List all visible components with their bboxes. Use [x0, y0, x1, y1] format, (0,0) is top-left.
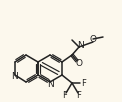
Text: F: F — [63, 91, 67, 100]
Text: N: N — [47, 80, 53, 89]
Text: F: F — [81, 79, 86, 88]
Text: O: O — [90, 35, 97, 44]
Text: F: F — [77, 91, 81, 100]
Text: O: O — [76, 59, 83, 68]
Text: N: N — [77, 41, 83, 50]
Text: N: N — [11, 72, 17, 81]
